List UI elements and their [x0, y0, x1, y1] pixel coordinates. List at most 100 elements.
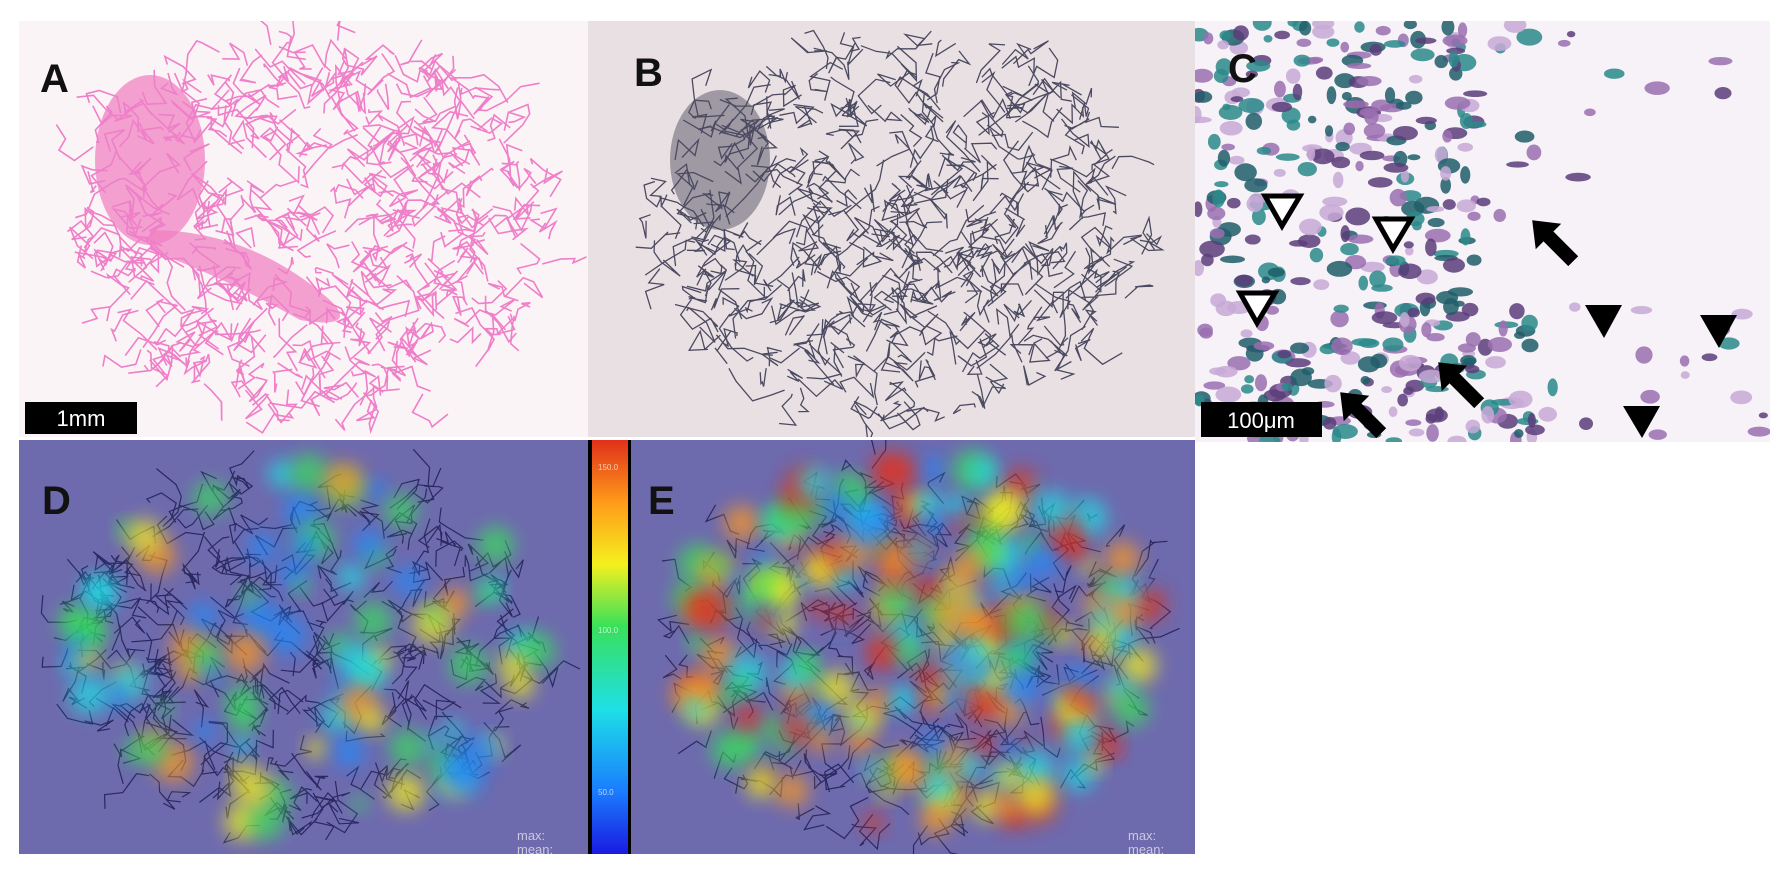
tissue-strand	[412, 485, 444, 504]
cell	[1397, 393, 1408, 407]
heat-spot	[1061, 717, 1098, 755]
tissue-strand	[768, 155, 782, 189]
tissue-strand	[471, 280, 508, 305]
cell	[1213, 68, 1229, 83]
tissue-strand	[789, 289, 820, 312]
tissue-strand	[672, 237, 709, 267]
tissue-strand	[292, 339, 326, 379]
tissue-strand	[788, 146, 809, 174]
tissue-strand	[438, 507, 484, 541]
tissue-strand	[1040, 716, 1061, 759]
tissue-strand	[345, 296, 365, 316]
cell	[1456, 199, 1477, 213]
heat-spot	[1105, 541, 1141, 576]
heat-spot	[978, 695, 1000, 717]
cell	[1195, 91, 1213, 103]
heat-spot	[354, 602, 392, 640]
heat-spot	[824, 492, 853, 520]
cell	[1281, 382, 1293, 392]
heat-spot	[232, 763, 252, 783]
tissue-strand	[1003, 140, 1039, 193]
tissue-strand	[850, 36, 861, 53]
cell	[1701, 353, 1718, 362]
cell	[1360, 376, 1371, 385]
cell	[1271, 101, 1293, 113]
cell	[1240, 384, 1254, 394]
tissue-strand	[278, 318, 299, 372]
cell	[1234, 274, 1253, 287]
cell	[1309, 247, 1324, 263]
tissue-strand	[804, 337, 835, 386]
cell	[1286, 119, 1301, 131]
tissue-strand	[840, 459, 864, 478]
cell	[1635, 346, 1653, 364]
tissue-strand	[487, 282, 519, 302]
tissue-strand	[452, 245, 479, 275]
scale-bar-label: 100μm	[1227, 408, 1295, 433]
tissue-strand	[791, 272, 805, 308]
tissue-strand	[857, 78, 891, 115]
tissue-strand	[106, 272, 131, 309]
cell	[1514, 130, 1535, 143]
tissue-strand	[141, 69, 168, 106]
tissue-strand	[507, 160, 521, 192]
heat-spot	[1097, 575, 1118, 596]
tissue-strand	[899, 738, 920, 749]
tissue-strand	[122, 101, 140, 133]
cell	[1434, 406, 1444, 421]
tissue-strand	[309, 389, 343, 417]
cell	[1487, 337, 1512, 353]
heat-spot	[386, 773, 425, 812]
tissue-strand	[1044, 187, 1095, 213]
tissue-strand	[254, 111, 294, 144]
tissue-strand	[154, 594, 188, 611]
tissue-strand	[853, 355, 878, 406]
tissue-strand	[1133, 624, 1156, 645]
tissue-strand	[787, 269, 806, 292]
tissue-strand	[896, 401, 921, 431]
tissue-strand	[84, 206, 115, 231]
tissue-strand	[955, 226, 989, 268]
tissue-strand	[718, 264, 743, 320]
cell	[1465, 419, 1481, 434]
tissue-strand	[1044, 215, 1063, 238]
tissue-strand	[213, 74, 235, 106]
tissue-strand	[318, 285, 337, 297]
tissue-strand	[233, 514, 269, 535]
tissue-strand	[889, 325, 909, 347]
panel-label: C	[1228, 47, 1257, 91]
tissue-strand	[330, 96, 359, 135]
tissue-strand	[541, 256, 587, 265]
tissue-strand	[961, 333, 1000, 373]
tissue-strand	[359, 241, 408, 264]
cell	[1457, 343, 1476, 353]
heat-spot	[337, 563, 366, 591]
tissue-strand	[965, 208, 989, 237]
tissue-strand	[769, 279, 792, 324]
heat-spot	[848, 510, 886, 548]
tissue-strand	[295, 367, 315, 397]
tissue-strand	[227, 580, 276, 601]
heat-spot	[970, 790, 1003, 822]
tissue-strand	[933, 61, 961, 104]
tissue-strand	[81, 305, 111, 324]
tissue-strand	[1068, 118, 1090, 131]
tissue-strand	[277, 362, 304, 379]
tissue-strand	[74, 249, 113, 263]
tissue-strand	[877, 406, 929, 430]
tissue-strand	[338, 48, 349, 85]
tissue-strand	[151, 346, 181, 375]
tissue-strand	[1000, 272, 1024, 296]
cell	[1326, 260, 1353, 277]
tissue-strand	[763, 751, 781, 771]
tissue-strand	[644, 239, 696, 276]
cell	[1341, 91, 1352, 101]
tissue-strand	[76, 245, 87, 269]
tissue-strand	[838, 102, 859, 127]
tissue-strand	[254, 48, 306, 85]
tissue-strand	[347, 132, 385, 166]
heat-spot	[997, 763, 1023, 790]
tissue-strand	[86, 661, 106, 680]
tissue-strand	[989, 193, 1025, 215]
cell	[1381, 386, 1393, 393]
